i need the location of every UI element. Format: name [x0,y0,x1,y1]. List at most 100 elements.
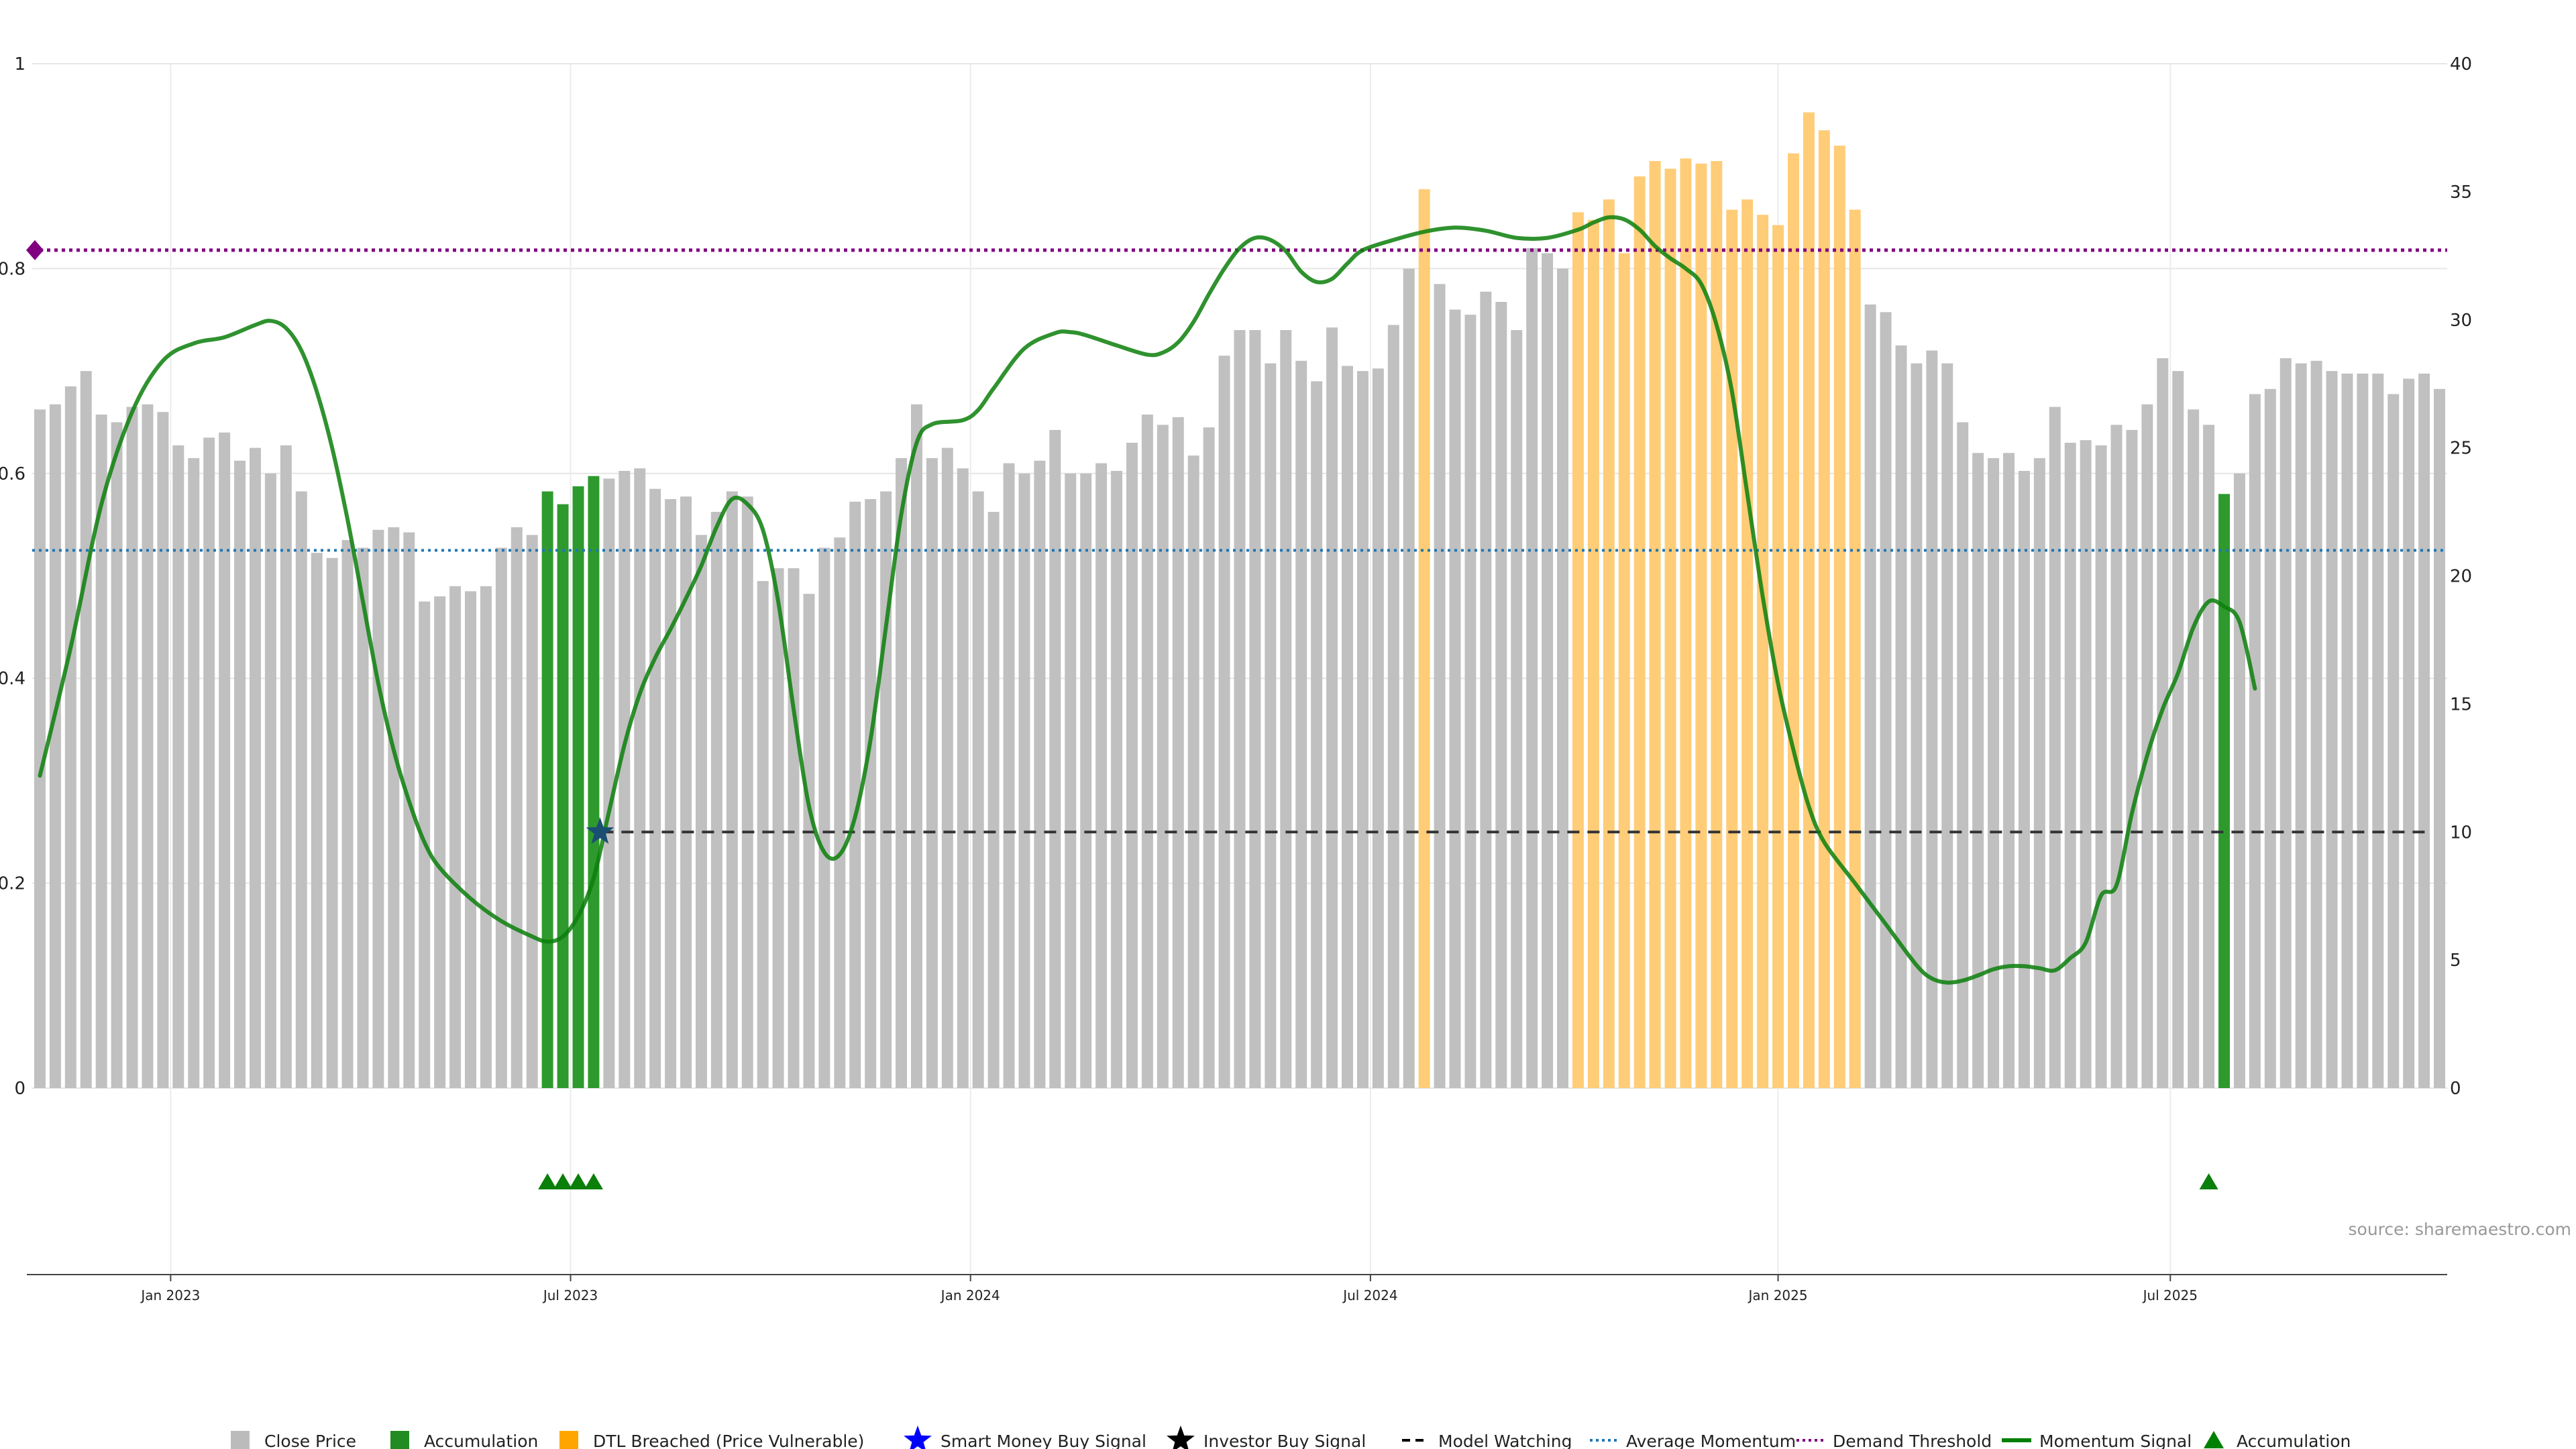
close-price-bar [619,470,631,1088]
close-price-bar [896,458,908,1088]
close-price-bar [818,547,830,1088]
close-price-bar [1065,473,1077,1088]
close-price-bar [849,501,861,1088]
close-price-bar [1387,325,1399,1088]
close-price-bar [1464,315,1477,1088]
close-price-bar [1141,414,1153,1088]
dtl-breached-bar [1803,112,1815,1089]
legend-label: Close Price [264,1432,356,1449]
close-price-bar [2003,453,2015,1088]
close-price-bar [1234,330,1246,1088]
legend-item: DTL Breached (Price Vulnerable) [559,1431,864,1449]
close-price-bar [1957,422,1969,1088]
close-price-bar [1356,371,1368,1088]
close-price-bar [2172,371,2184,1088]
dtl-breached-bar [1633,176,1646,1089]
x-axis-tick-label: Jan 2024 [940,1287,1000,1303]
right-axis-tick-label: 30 [2450,311,2472,331]
close-price-bar [1895,345,1907,1088]
close-price-bar [2387,394,2400,1088]
close-price-bar [926,458,938,1088]
close-price-bar [2049,407,2061,1088]
close-price-bar [957,468,969,1088]
close-price-bar [172,445,184,1088]
close-price-bar [1511,330,1523,1088]
legend-label: Accumulation [424,1432,538,1449]
x-axis-tick-label: Jul 2024 [1342,1287,1397,1303]
close-price-bar [1972,453,1984,1088]
close-price-bar [372,529,384,1088]
close-price-bar [1080,473,1092,1088]
legend-star-icon [904,1426,932,1449]
close-price-bar [1557,268,1569,1088]
close-price-bar [1172,417,1184,1088]
legend-item: Investor Buy Signal [1167,1426,1366,1449]
dtl-breached-bar [1818,130,1830,1088]
legend-label: Momentum Signal [2039,1432,2192,1449]
legend-label: Accumulation [2237,1432,2351,1449]
close-price-bar [1403,268,1415,1088]
close-price-bar [1449,309,1461,1089]
close-price-bar [1926,350,1938,1088]
close-price-bar [1280,330,1292,1088]
close-price-bar [2110,425,2123,1088]
left-axis-tick-label: 1 [14,54,25,74]
accumulation-bar [557,504,569,1088]
x-axis-tick-label: Jul 2023 [542,1287,598,1303]
close-price-bar [1049,429,1061,1088]
legend-label: Average Momentum [1626,1432,1796,1449]
close-price-bar [1295,360,1307,1088]
close-price-bar [326,557,338,1088]
close-price-bar [941,447,953,1088]
dtl-breached-bar [1680,158,1692,1088]
close-price-bar [772,568,784,1088]
close-price-bar [2233,473,2245,1088]
close-price-bar [603,478,615,1088]
close-price-bar [1911,363,1923,1089]
close-price-bar [280,445,292,1088]
close-price-bar [250,447,261,1088]
legend-item: Demand Threshold [1796,1432,1992,1449]
close-price-bar [234,460,246,1088]
close-price-bar [2418,373,2430,1088]
legend-item: Average Momentum [1590,1432,1796,1449]
close-price-bar [2310,360,2322,1088]
signal-star [586,817,614,844]
legend-item: Smart Money Buy Signal [904,1426,1146,1449]
legend-label: Demand Threshold [1833,1432,1992,1449]
right-axis-tick-label: 25 [2450,439,2472,459]
close-price-bar [695,535,707,1088]
legend-swatch [231,1431,250,1449]
close-price-bar [64,386,76,1088]
close-price-bar [1542,253,1554,1088]
accumulation-bar [572,486,584,1088]
left-axis-tick-label: 0.8 [0,259,25,279]
close-price-bar [295,491,307,1088]
legend-label: Model Watching [1438,1432,1572,1449]
left-axis-tick-label: 0.4 [0,669,25,689]
close-price-bar [1342,366,1353,1088]
dtl-breached-bar [1603,199,1615,1088]
close-price-bar [495,547,507,1088]
close-price-bar [1311,381,1323,1088]
close-price-bar [403,532,415,1088]
legend-item: Accumulation [2204,1431,2351,1449]
marker-layer [26,239,2218,1189]
dtl-breached-bar [1572,212,1584,1088]
dtl-breached-bar [1649,161,1661,1089]
close-price-bar [710,512,722,1088]
legend-swatch [559,1431,578,1449]
close-price-bar [2434,388,2446,1088]
close-price-bar [1126,442,1138,1088]
close-price-bar [741,496,753,1088]
close-price-bar [49,404,61,1088]
close-price-bar [34,409,46,1088]
close-price-bar [2264,388,2276,1088]
left-axis-tick-label: 0 [14,1079,25,1099]
close-price-bar [95,414,107,1088]
close-price-bar [1480,291,1492,1088]
close-price-bar [2080,440,2092,1088]
dtl-breached-bar [1664,168,1676,1089]
close-price-bar [634,468,646,1088]
close-price-bar [126,407,138,1088]
